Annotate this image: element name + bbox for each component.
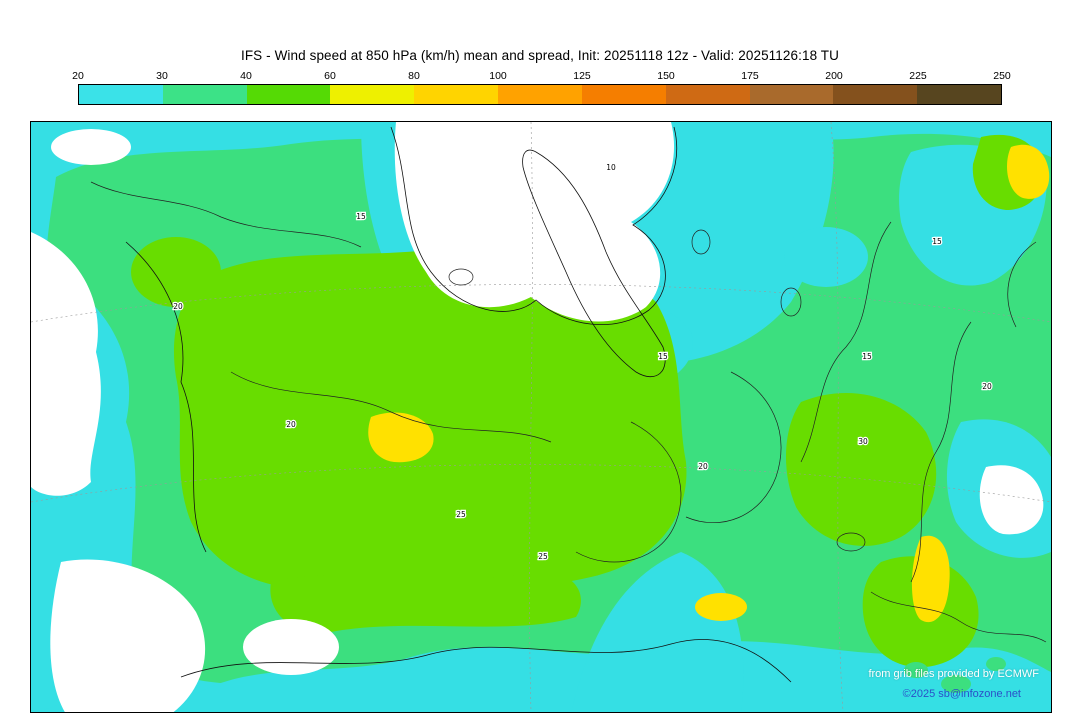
contour-label: 10 [606, 163, 616, 172]
colorbar-ticks: 20 30 40 60 80 100 125 150 175 200 225 250 [72, 70, 1011, 84]
colorbar-segment [917, 85, 1001, 104]
map-canvas: 10 15 20 15 15 20 30 20 25 15 20 25 [31, 122, 1051, 712]
calm-regions [31, 122, 1044, 712]
green-specks [904, 657, 1006, 693]
wind-speed-map: 10 15 20 15 15 20 30 20 25 15 20 25 from grib files… [30, 121, 1052, 713]
colorbar-segment [246, 85, 331, 104]
colorbar-tick: 125 [573, 70, 591, 82]
colorbar-tick: 20 [72, 70, 84, 82]
contour-label: 15 [658, 352, 668, 361]
colorbar-segment [833, 85, 918, 104]
copyright-credit: ©2025 sb@infozone.net [902, 688, 1021, 700]
contour-label: 20 [286, 420, 296, 429]
colorbar-tick: 40 [240, 70, 252, 82]
colorbar-tick: 250 [993, 70, 1011, 82]
colorbar-tick: 100 [489, 70, 507, 82]
colorbar-segment [498, 85, 582, 104]
colorbar-tick: 60 [324, 70, 336, 82]
colorbar-segment [749, 85, 834, 104]
contour-lines [90, 126, 1047, 683]
contour-label: 25 [538, 552, 548, 561]
colorbar-segment [414, 85, 499, 104]
contour-label: 30 [858, 437, 868, 446]
contour-label: 15 [932, 237, 942, 246]
colorbar-tick: 225 [909, 70, 927, 82]
colorbar-tick: 80 [408, 70, 420, 82]
colorbar-tick: 175 [741, 70, 759, 82]
colorbar-segment [581, 85, 666, 104]
contour-label: 20 [698, 462, 708, 471]
contour-label: 20 [982, 382, 992, 391]
colorbar-segment [162, 85, 247, 104]
wind-band-60-80 [368, 122, 1050, 623]
colorbar-wrap: 20 30 40 60 80 100 125 150 175 200 225 250 [72, 70, 1011, 105]
contour-label: 25 [456, 510, 466, 519]
contour-label: 15 [862, 352, 872, 361]
colorbar-tick: 30 [156, 70, 168, 82]
colorbar-tick: 150 [657, 70, 675, 82]
colorbar [78, 84, 1002, 105]
colorbar-segment [665, 85, 750, 104]
contour-label: 20 [173, 302, 183, 311]
page-title: IFS - Wind speed at 850 hPa (km/h) mean … [240, 48, 839, 63]
colorbar-tick: 200 [825, 70, 843, 82]
data-source-credit: from grib files provided by ECMWF [868, 668, 1039, 680]
contour-label: 15 [356, 212, 366, 221]
colorbar-segment [330, 85, 415, 104]
colorbar-segment [79, 85, 163, 104]
